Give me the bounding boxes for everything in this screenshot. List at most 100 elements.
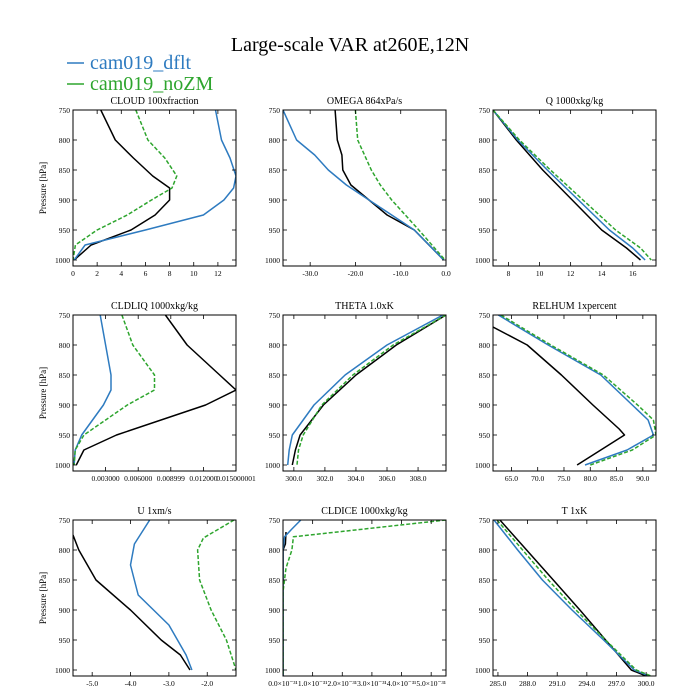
series-line-cam019_dflt	[73, 110, 236, 261]
y-tick-label: 750	[269, 106, 281, 115]
panel-9: 285.0 288.0 291.0 294.0 297.0 300.0 750 800 850 9…	[475, 506, 657, 688]
y-tick-label: 800	[479, 546, 491, 555]
x-tick-label: 288.0	[519, 679, 536, 688]
panel-4-series	[73, 315, 236, 466]
x-tick-label: 300.0	[285, 474, 302, 483]
series-line-reference	[283, 531, 287, 676]
y-tick-label: 900	[479, 401, 491, 410]
series-line-cam019_dflt	[493, 520, 650, 676]
x-tick-label: 3.0×10⁻³¹	[357, 679, 387, 688]
x-tick-label: 291.0	[549, 679, 566, 688]
y-tick-label: 1000	[265, 666, 280, 675]
series-line-reference	[334, 110, 445, 261]
x-tick-label: 8	[168, 269, 172, 278]
y-tick-label: 750	[59, 106, 71, 115]
y-tick-label: 900	[269, 196, 281, 205]
y-tick-label: 1000	[55, 461, 70, 470]
y-tick-label: 750	[479, 106, 491, 115]
y-tick-label: 750	[479, 311, 491, 320]
y-tick-label: 850	[479, 166, 491, 175]
x-tick-label: 4.0×10⁻³¹	[387, 679, 417, 688]
panel-grid: 0 2 4 6 8 10 12 750 800 850 900 950 1000 CLOUD 100xfr…	[38, 96, 657, 688]
x-tick-label: 2	[95, 269, 99, 278]
x-tick-label: -10.0	[393, 269, 409, 278]
y-tick-label: 850	[269, 371, 281, 380]
x-tick-label: 304.0	[348, 474, 365, 483]
series-line-cam019_noZM	[196, 520, 236, 671]
panel-1-series	[73, 110, 236, 261]
y-tick-label: 750	[59, 516, 71, 525]
panel-7-series	[73, 520, 236, 671]
y-tick-label: 750	[59, 311, 71, 320]
series-line-cam019_dflt	[283, 520, 302, 676]
y-tick-label: 900	[479, 606, 491, 615]
y-tick-label: 900	[59, 606, 71, 615]
x-tick-label: 0.0	[441, 269, 451, 278]
x-tick-label: 65.0	[505, 474, 518, 483]
y-tick-label: 1000	[55, 256, 70, 265]
panel-frame	[282, 109, 447, 267]
legend-label-cam019-nozm: cam019_noZM	[90, 73, 214, 95]
series-line-cam019_noZM	[500, 315, 656, 466]
series-line-reference	[493, 110, 641, 261]
main-title: Large-scale VAR at260E,12N	[231, 34, 469, 56]
y-tick-label: 950	[59, 636, 71, 645]
y-tick-label: 950	[479, 636, 491, 645]
x-tick-label: 12	[567, 269, 575, 278]
x-tick-label: -4.0	[125, 679, 137, 688]
panel-title: Q 1000xkg/kg	[546, 96, 604, 107]
y-tick-label: 950	[269, 226, 281, 235]
series-line-cam019_dflt	[283, 110, 445, 261]
x-tick-label: -20.0	[348, 269, 364, 278]
series-line-reference	[75, 315, 236, 466]
panel-title: THETA 1.0xK	[335, 301, 394, 312]
x-tick-label: 0.012000	[189, 474, 217, 483]
y-tick-label: 850	[59, 166, 71, 175]
panel-frame	[492, 109, 657, 267]
panel-6-series	[493, 315, 656, 466]
panel-6: 65.0 70.0 75.0 80.0 85.0 90.0 750 800 850 900 950 1…	[475, 301, 657, 483]
panel-5-series	[286, 315, 446, 466]
panel-3: 8 10 12 14 16 750 800 850 900 950 1000 Q 1000xkg/kg	[475, 96, 657, 278]
x-tick-label: 10	[190, 269, 198, 278]
x-tick-label: 0.015000001	[216, 474, 256, 483]
x-tick-label: 10	[536, 269, 544, 278]
y-tick-label: 900	[479, 196, 491, 205]
y-tick-label: 800	[59, 546, 71, 555]
x-tick-label: 8	[507, 269, 511, 278]
y-tick-label: 750	[479, 516, 491, 525]
panel-frame	[72, 109, 237, 267]
panel-title: OMEGA 864xPa/s	[327, 96, 402, 107]
legend: cam019_dflt cam019_noZM	[67, 52, 214, 95]
y-tick-label: 800	[479, 341, 491, 350]
y-tick-label: 850	[269, 576, 281, 585]
series-line-cam019_dflt	[286, 315, 444, 466]
panel-title: RELHUM 1xpercent	[532, 301, 616, 312]
x-tick-label: 70.0	[531, 474, 544, 483]
y-tick-label: 1000	[475, 256, 490, 265]
x-tick-label: 306.0	[379, 474, 396, 483]
y-tick-label: 950	[59, 226, 71, 235]
x-tick-label: 0	[71, 269, 75, 278]
x-tick-label: 302.0	[316, 474, 333, 483]
x-tick-label: 0.0×10⁻³¹	[268, 679, 298, 688]
y-tick-label: 900	[269, 401, 281, 410]
x-tick-label: 90.0	[636, 474, 649, 483]
x-tick-label: -3.0	[163, 679, 175, 688]
panel-3-series	[493, 110, 652, 261]
y-tick-label: 800	[269, 546, 281, 555]
y-tick-label: 900	[269, 606, 281, 615]
y-tick-label: 1000	[265, 256, 280, 265]
panel-2-series	[283, 110, 446, 261]
panel-7: -5.0 -4.0 -3.0 -2.0 750 800 850 900 950 1000 U 1xm…	[38, 506, 237, 688]
panel-title: T 1xK	[562, 506, 588, 517]
y-tick-label: 800	[59, 136, 71, 145]
y-axis-label: Pressure [hPa]	[38, 367, 48, 419]
y-tick-label: 950	[269, 636, 281, 645]
x-tick-label: 300.0	[638, 679, 655, 688]
panel-frame	[492, 314, 657, 472]
y-axis-label: Pressure [hPa]	[38, 572, 48, 624]
y-tick-label: 900	[59, 196, 71, 205]
panel-5: 300.0 302.0 304.0 306.0 308.0 750 800 850 900 950…	[265, 301, 447, 483]
